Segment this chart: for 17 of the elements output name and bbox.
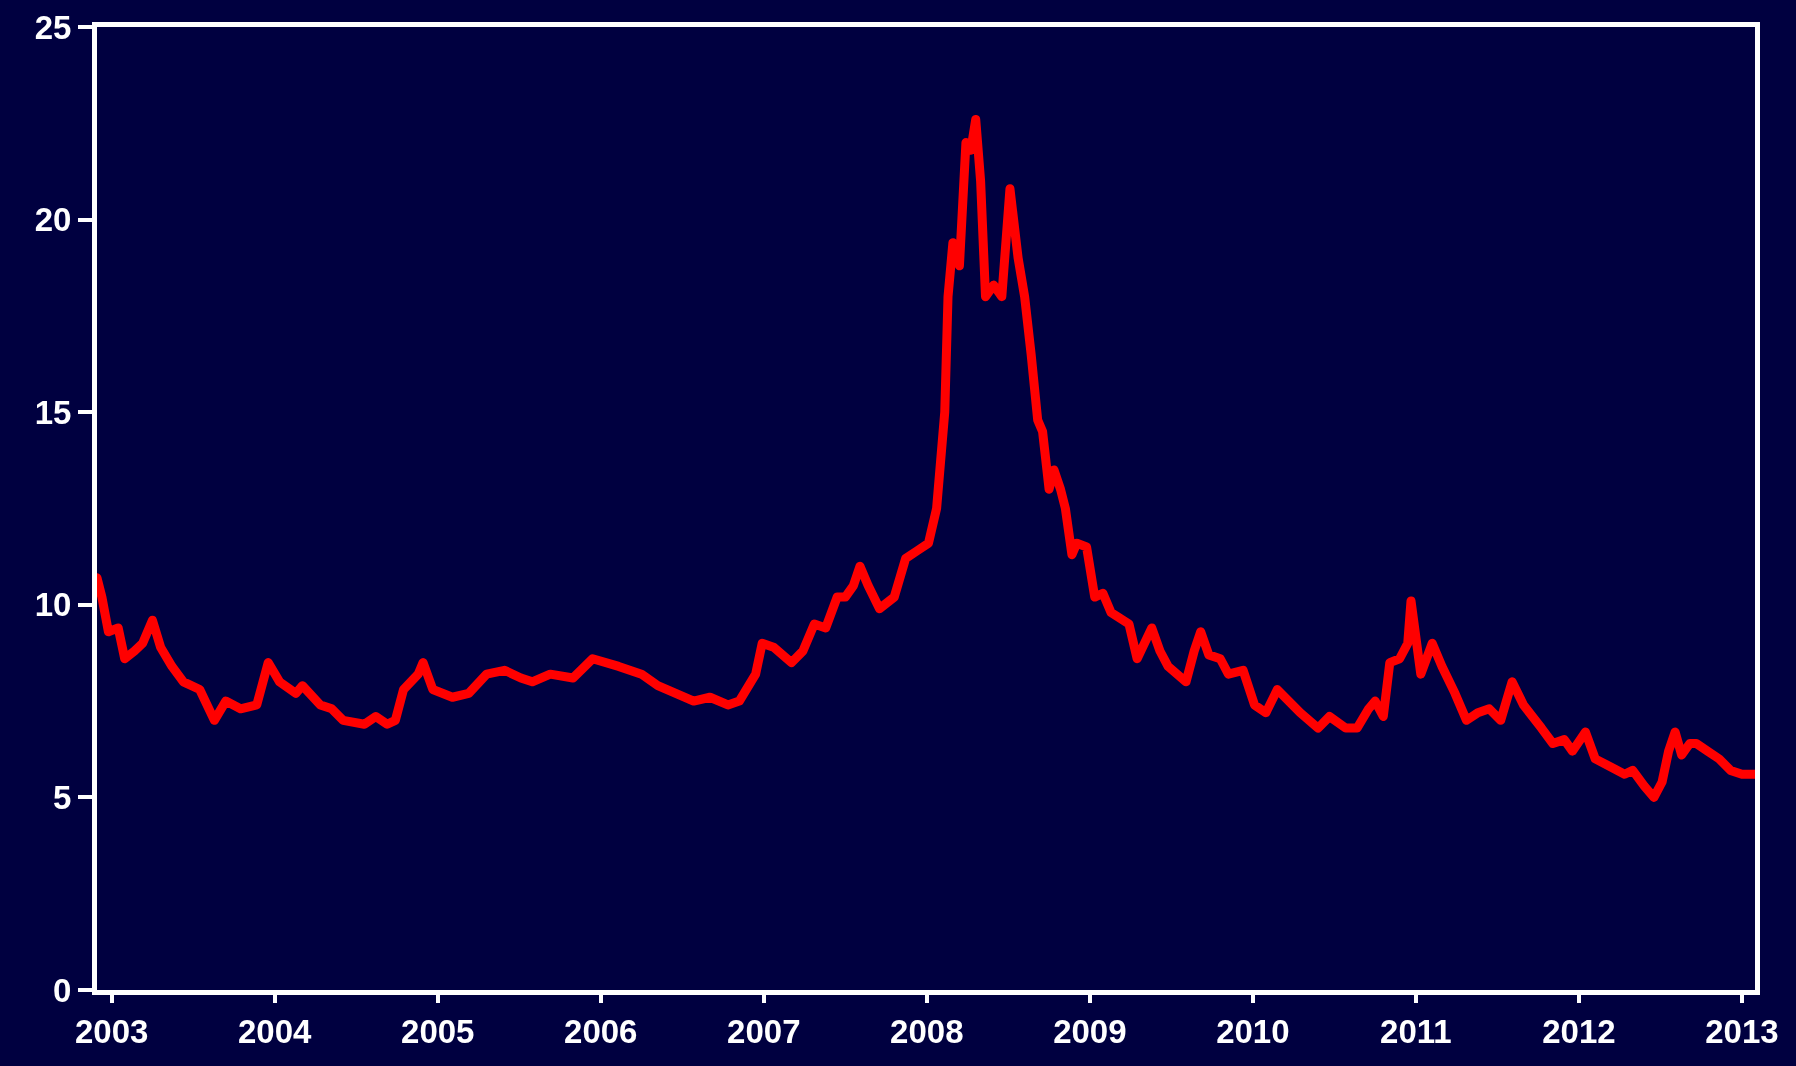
x-tick-label: 2011: [1380, 1012, 1452, 1050]
y-tick-label: 20: [34, 201, 72, 239]
x-tick-label: 2009: [1053, 1012, 1127, 1050]
x-tick-label: 2004: [237, 1012, 313, 1050]
y-tick-label: 25: [34, 8, 72, 46]
x-tick-label: 2007: [727, 1012, 801, 1050]
x-tick-label: 2005: [401, 1012, 475, 1050]
x-tick-label: 2003: [74, 1012, 149, 1050]
x-tick-label: 2006: [564, 1012, 638, 1050]
y-tick-label: 0: [53, 971, 72, 1009]
x-tick-label: 2008: [890, 1012, 964, 1050]
x-tick-label: 2013: [1705, 1012, 1779, 1050]
x-tick-label: 2012: [1542, 1012, 1616, 1050]
y-tick-label: 10: [34, 586, 72, 624]
y-tick-label: 15: [34, 393, 72, 431]
x-tick-label: 2010: [1216, 1012, 1290, 1050]
y-tick-label: 5: [53, 778, 72, 816]
